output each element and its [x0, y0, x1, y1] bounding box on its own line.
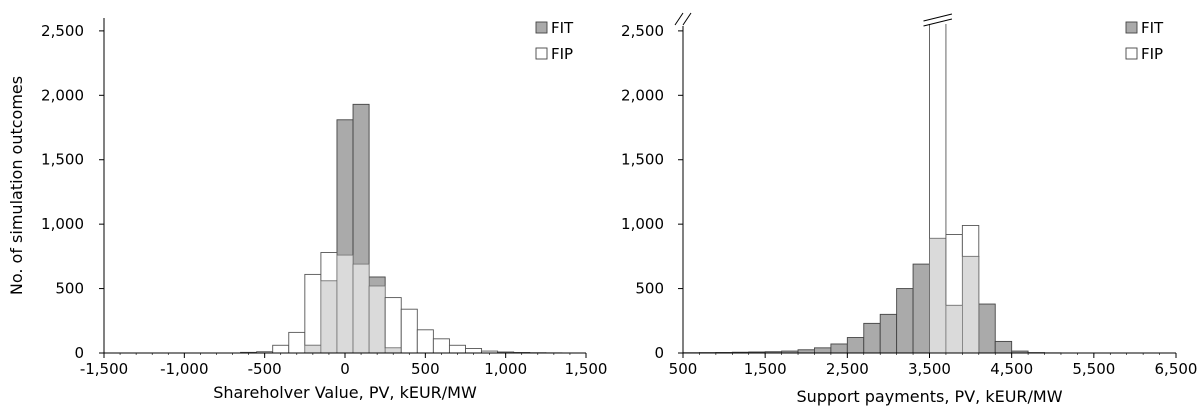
- y-tick-label: 1,500: [41, 151, 84, 169]
- x-tick-label: 1,500: [744, 360, 787, 378]
- axis-break-gap: [674, 12, 698, 26]
- x-tick-label: 0: [340, 360, 350, 378]
- bar-fip: [304, 273, 322, 346]
- legend-label-fit: FIT: [551, 19, 574, 37]
- bar-fit: [863, 322, 881, 354]
- bar-fit: [912, 263, 930, 354]
- legend-swatch-fip: [535, 47, 548, 60]
- bar-fit: [978, 303, 996, 354]
- bar-fip-overlap: [304, 344, 322, 354]
- x-tick-label: 5,500: [1072, 360, 1115, 378]
- bar-fip: [929, 17, 947, 239]
- y-axis-label: No. of simulation outcomes: [7, 76, 26, 295]
- x-tick-label: 4,500: [990, 360, 1033, 378]
- x-axis-label: Support payments, PV, kEUR/MW: [796, 387, 1062, 406]
- bar-fip-overlap: [962, 256, 980, 354]
- y-tick-label: 0: [654, 344, 664, 362]
- x-tick-label: 500: [669, 360, 698, 378]
- bar-break-mark: [923, 18, 953, 27]
- x-tick-label: 3,500: [908, 360, 951, 378]
- legend-label-fit: FIT: [1141, 19, 1164, 37]
- x-tick-label: 1,000: [484, 360, 527, 378]
- bar-fip-overlap: [929, 237, 947, 354]
- y-tick-label: 0: [74, 344, 84, 362]
- bar-fip: [288, 331, 306, 354]
- x-tick-label: 500: [411, 360, 440, 378]
- bar-fip: [465, 348, 483, 354]
- bar-fip-overlap: [945, 304, 963, 354]
- bar-fip: [400, 308, 418, 354]
- bar-fip-overlap: [336, 254, 354, 354]
- axis-break-mark: [682, 12, 692, 26]
- bar-fip-overlap: [384, 347, 402, 354]
- bar-fip: [384, 297, 402, 349]
- x-axis-label: Shareholver Value, PV, kEUR/MW: [213, 383, 477, 402]
- x-tick-label: -1,500: [80, 360, 128, 378]
- bar-fip: [448, 344, 466, 354]
- legend-swatch-fit: [535, 21, 548, 34]
- y-tick-label: 500: [55, 280, 84, 298]
- bar-fit: [896, 288, 914, 354]
- bar-fip-overlap: [352, 263, 370, 354]
- chart-panel-shareholder-value: 0 500 1,000 1,500 2,000 2,500 -1,500 -1,000 -500…: [7, 18, 607, 402]
- y-tick-label: 1,000: [621, 215, 664, 233]
- bar-fit: [830, 343, 848, 354]
- y-tick-label: 500: [635, 280, 664, 298]
- y-tick-label: 2,000: [41, 86, 84, 104]
- bar-break-mark: [923, 13, 953, 22]
- x-tick-label: -500: [248, 360, 282, 378]
- bar-fip: [416, 329, 434, 354]
- bar-fip: [432, 338, 450, 354]
- legend-swatch-fit: [1125, 21, 1138, 34]
- legend-label-fip: FIP: [551, 45, 573, 63]
- y-tick-label: 2,500: [621, 22, 664, 40]
- y-tick-label: 2,500: [41, 22, 84, 40]
- x-tick-label: 1,500: [565, 360, 608, 378]
- bar-fip-overlap: [368, 285, 386, 354]
- bar-fip: [272, 344, 290, 354]
- axis-break-mark: [674, 12, 684, 26]
- y-tick-label: 2,000: [621, 86, 664, 104]
- y-tick-label: 1,500: [621, 151, 664, 169]
- bar-fip: [945, 234, 963, 306]
- x-tick-label: -1,000: [160, 360, 208, 378]
- x-tick-label: 6,500: [1155, 360, 1198, 378]
- bar-fit: [879, 313, 898, 354]
- bar-fip: [961, 224, 980, 257]
- x-tick-label: 2,500: [826, 360, 869, 378]
- legend-swatch-fip: [1125, 47, 1138, 60]
- bar-fit: [846, 337, 865, 354]
- bar-fit: [814, 347, 832, 354]
- bar-fit: [994, 340, 1013, 354]
- bar-break-gap: [925, 16, 950, 24]
- bar-fip-overlap: [320, 280, 338, 354]
- chart-panel-support-payments: 0 500 1,000 1,500 2,000 2,500 500 1,500 2,500 3,5…: [621, 12, 1197, 406]
- bar-fip: [320, 252, 338, 282]
- y-tick-label: 1,000: [41, 215, 84, 233]
- legend-label-fip: FIP: [1141, 45, 1163, 63]
